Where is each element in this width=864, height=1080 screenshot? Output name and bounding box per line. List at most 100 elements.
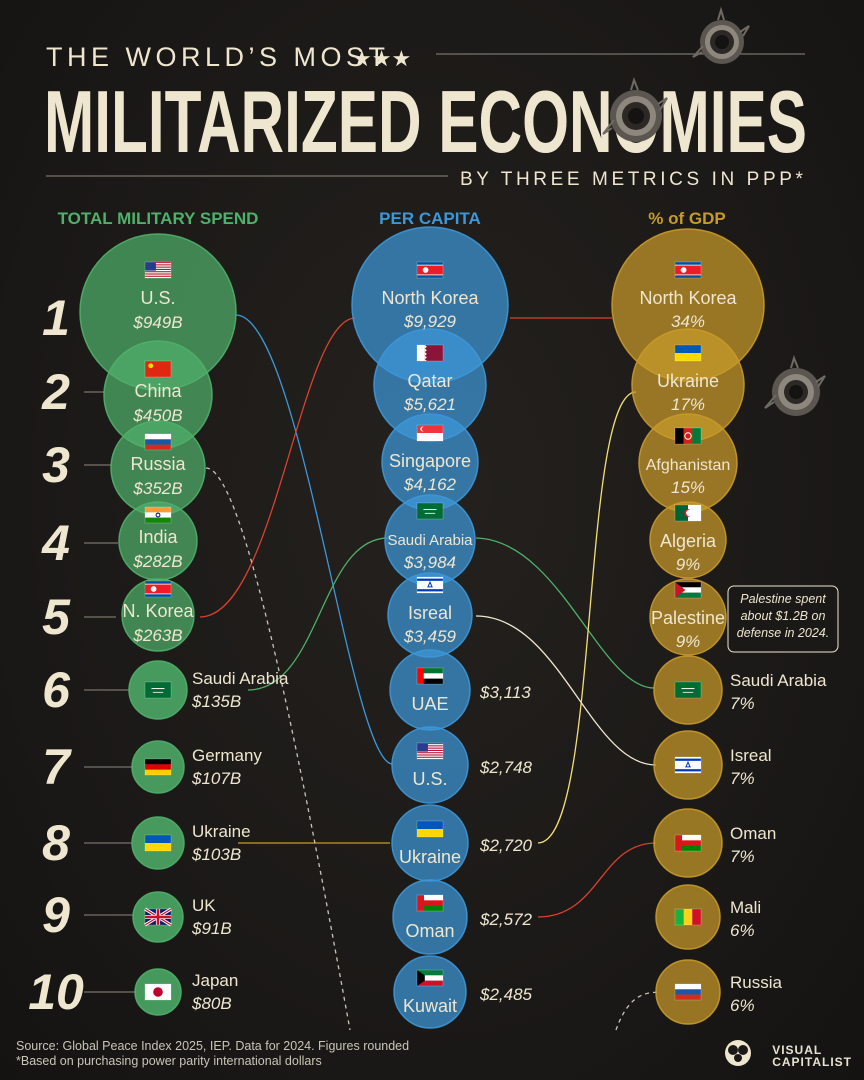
country-label: Ukraine bbox=[399, 847, 461, 867]
value-label: $2,572 bbox=[479, 910, 533, 929]
data-bubble bbox=[391, 726, 469, 804]
flag-ae-icon bbox=[416, 667, 444, 685]
data-bubble bbox=[649, 501, 727, 579]
value-label: 9% bbox=[676, 632, 701, 651]
data-bubble bbox=[121, 578, 195, 652]
country-label: Ukraine bbox=[192, 822, 251, 841]
brand-line-1: VISUAL bbox=[772, 1043, 823, 1057]
source-note: Source: Global Peace Index 2025, IEP. Da… bbox=[16, 1039, 410, 1053]
value-label: $2,485 bbox=[479, 985, 533, 1004]
rank-number: 4 bbox=[41, 515, 70, 571]
column-header-spend: TOTAL MILITARY SPEND bbox=[58, 209, 259, 228]
data-bubble bbox=[392, 879, 468, 955]
flag-kp-icon bbox=[416, 261, 444, 279]
rank-number: 5 bbox=[42, 589, 71, 645]
flag-sa-icon bbox=[674, 681, 702, 699]
value-label: $91B bbox=[191, 919, 232, 938]
flag-om-icon bbox=[416, 894, 444, 912]
country-label: Singapore bbox=[389, 451, 471, 471]
country-label: Germany bbox=[192, 746, 262, 765]
data-bubble bbox=[391, 804, 469, 882]
brand-line-2: CAPITALIST bbox=[772, 1055, 852, 1069]
country-label: China bbox=[134, 381, 182, 401]
flag-sg-icon bbox=[416, 424, 444, 442]
flag-ps-icon bbox=[674, 581, 702, 599]
value-label: $3,984 bbox=[403, 553, 456, 572]
country-label: Qatar bbox=[407, 371, 452, 391]
note-text: Palestine spent bbox=[740, 592, 826, 606]
percap-column: North Korea $9,929 Qatar $5,621 Singapore $4,… bbox=[351, 226, 533, 1029]
value-label: $4,162 bbox=[403, 475, 457, 494]
connector-line bbox=[199, 317, 356, 618]
value-label: $3,113 bbox=[479, 683, 531, 702]
value-label: $2,748 bbox=[479, 758, 533, 777]
value-label: 34% bbox=[671, 312, 705, 331]
value-label: $3,459 bbox=[403, 627, 457, 646]
flag-de-icon bbox=[144, 758, 172, 776]
rank-numbers: 1 2 3 4 5 6 7 8 9 10 bbox=[28, 290, 84, 1020]
value-label: $107B bbox=[191, 769, 241, 788]
country-label: Kuwait bbox=[403, 996, 457, 1016]
value-label: $352B bbox=[132, 479, 182, 498]
column-header-percap: PER CAPITA bbox=[379, 209, 481, 228]
value-label: $135B bbox=[191, 692, 241, 711]
country-label: Saudi Arabia bbox=[192, 669, 289, 688]
flag-sa-icon bbox=[416, 502, 444, 520]
flag-ru-icon bbox=[144, 433, 172, 451]
bullet-hole-icon bbox=[764, 354, 826, 416]
country-label: Palestine bbox=[651, 608, 725, 628]
flag-jp-icon bbox=[144, 983, 172, 1001]
footnote: *Based on purchasing power parity intern… bbox=[16, 1054, 322, 1068]
rank-number: 2 bbox=[41, 364, 70, 420]
connector-line bbox=[537, 391, 637, 844]
flag-cn-icon bbox=[144, 360, 172, 378]
country-label: North Korea bbox=[639, 288, 737, 308]
country-label: Afghanistan bbox=[646, 457, 731, 474]
rank-number: 6 bbox=[42, 662, 71, 718]
value-label: $263B bbox=[132, 626, 182, 645]
value-label: $5,621 bbox=[403, 395, 456, 414]
flag-ml-icon bbox=[674, 908, 702, 926]
flag-kp-icon bbox=[144, 580, 172, 598]
flag-om-icon bbox=[674, 834, 702, 852]
flag-in-icon bbox=[144, 506, 172, 524]
page-title: MILITARIZED ECONOMIES bbox=[44, 72, 807, 171]
value-label: 7% bbox=[730, 769, 755, 788]
flag-us-icon bbox=[416, 742, 444, 760]
flag-il-icon bbox=[416, 576, 444, 594]
rank-number: 8 bbox=[42, 815, 70, 871]
country-label: Saudi Arabia bbox=[387, 532, 473, 549]
flag-ru-icon bbox=[674, 983, 702, 1001]
value-label: 6% bbox=[730, 921, 755, 940]
spend-column: U.S. $949B China $450B Russia $352B India $282B… bbox=[79, 233, 289, 1016]
connector-line bbox=[235, 314, 393, 765]
country-label: Oman bbox=[405, 921, 454, 941]
country-label: Russia bbox=[130, 454, 186, 474]
brand-wordmark: VISUAL CAPITALIST bbox=[772, 1044, 852, 1068]
rank-number: 3 bbox=[42, 437, 70, 493]
value-label: $2,720 bbox=[479, 836, 533, 855]
flag-sa-icon bbox=[144, 681, 172, 699]
country-label: N. Korea bbox=[122, 601, 194, 621]
palestine-note: Palestine spent about $1.2B on defense in … bbox=[727, 585, 839, 653]
value-label: 9% bbox=[676, 555, 701, 574]
value-label: $9,929 bbox=[403, 312, 457, 331]
flag-gb-icon bbox=[144, 907, 172, 927]
header-stars: ★★★ bbox=[352, 47, 411, 72]
rank-number: 7 bbox=[42, 739, 72, 795]
value-label: $80B bbox=[191, 994, 232, 1013]
value-label: $282B bbox=[132, 552, 182, 571]
value-label: $103B bbox=[191, 845, 241, 864]
country-label: U.S. bbox=[412, 769, 447, 789]
rank-number: 9 bbox=[42, 887, 70, 943]
flag-ua-icon bbox=[416, 820, 444, 838]
flag-kp-icon bbox=[674, 261, 702, 279]
brand-logo-icon bbox=[725, 1040, 751, 1066]
flag-qa-icon bbox=[416, 344, 444, 362]
flag-dz-icon bbox=[674, 504, 702, 522]
value-label: 17% bbox=[671, 395, 705, 414]
country-label: UAE bbox=[411, 694, 448, 714]
value-label: 15% bbox=[671, 478, 705, 497]
